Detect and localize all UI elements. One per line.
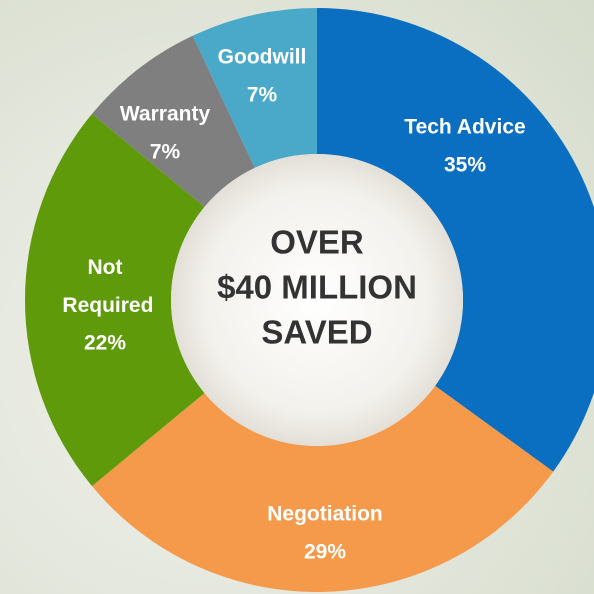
slice-value: 29% — [304, 541, 346, 564]
slice-label: Goodwill — [218, 46, 307, 69]
center-text: $40 MILLION — [217, 269, 417, 306]
slice-value: 7% — [150, 141, 181, 164]
slice-label: Not Required — [57, 256, 154, 317]
slice — [192, 8, 317, 168]
slice-value: 22% — [84, 332, 126, 355]
slice — [92, 385, 554, 592]
slices — [24, 8, 594, 592]
slice-value: 7% — [247, 84, 278, 107]
donut-hole — [171, 154, 463, 446]
slice-value: 35% — [444, 154, 486, 177]
center-text: SAVED — [261, 314, 372, 351]
slice-label: Tech Advice — [404, 116, 525, 139]
slice-label: Warranty — [120, 103, 211, 126]
center-text: OVER — [270, 224, 364, 261]
slice — [92, 35, 255, 207]
slice — [317, 8, 594, 472]
slice — [24, 113, 205, 487]
slice-label: Negotiation — [267, 503, 383, 526]
